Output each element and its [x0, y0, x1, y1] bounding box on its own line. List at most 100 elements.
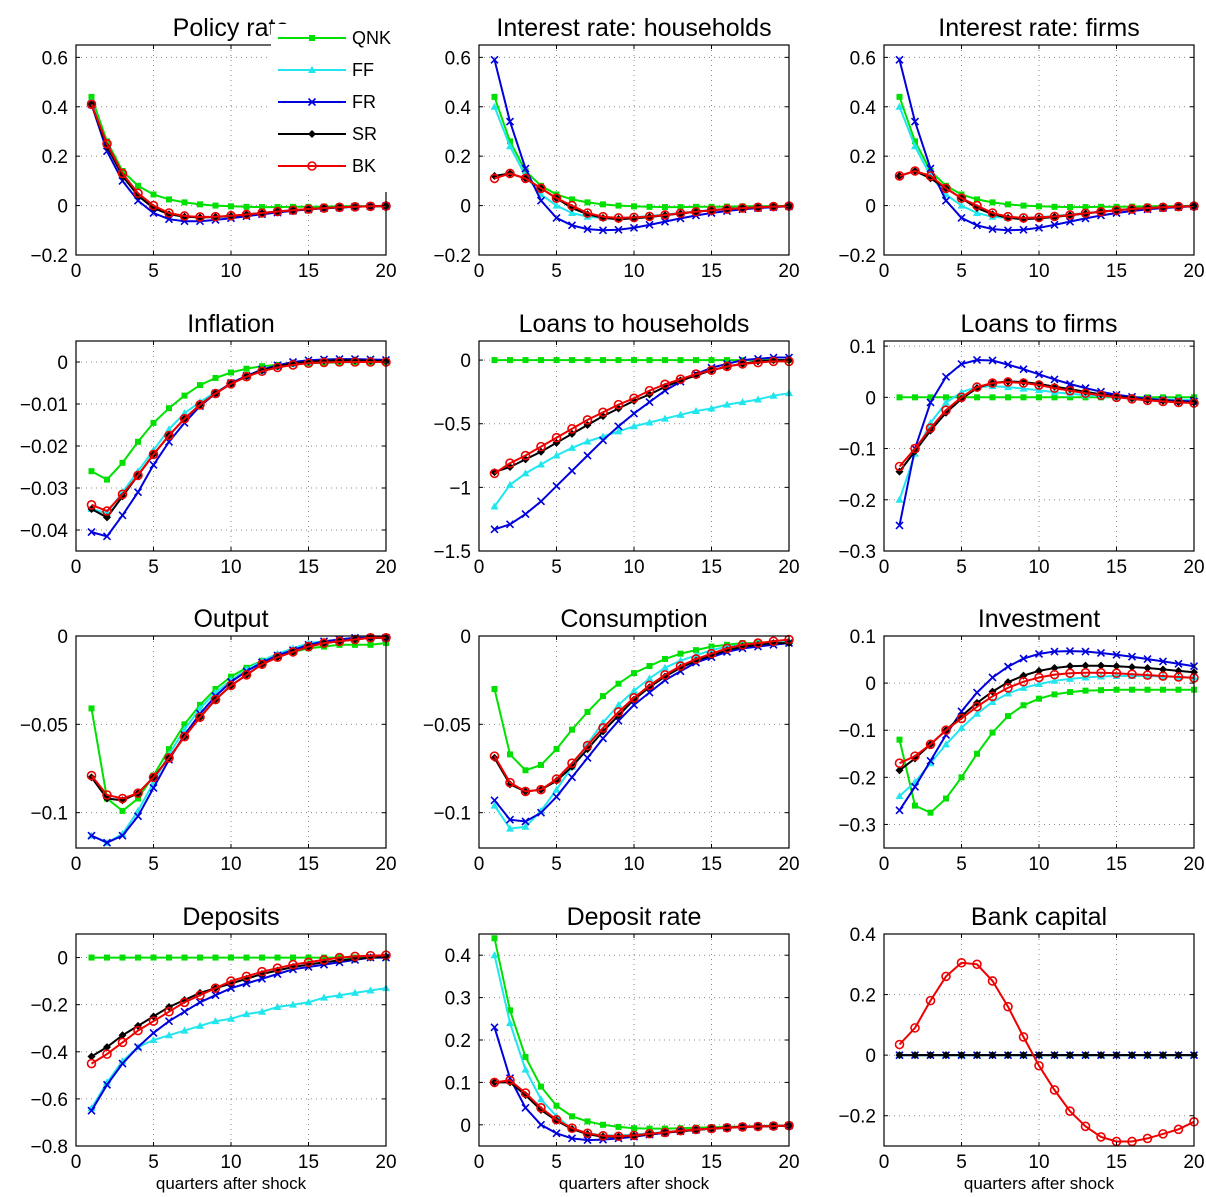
subplot-title: Loans to households	[519, 310, 750, 338]
data-point-bk	[1065, 210, 1075, 220]
data-point-bk	[257, 208, 267, 218]
data-point-bk	[972, 382, 982, 392]
data-point-fr	[552, 482, 561, 491]
subplot-9: 0 5 10 15 20 −0.3 −0.2 −0.1 0 0.1 Investment	[838, 605, 1204, 875]
y-tick-label: −0.4	[30, 1043, 68, 1064]
data-point-bk	[941, 971, 951, 982]
data-point-bk	[1127, 669, 1137, 679]
data-point-bk	[910, 443, 920, 454]
data-point-ff	[335, 991, 344, 999]
y-tick-label: 0	[460, 1116, 471, 1137]
data-point-fr	[490, 796, 499, 805]
data-point-ff	[165, 1031, 173, 1039]
data-point-ff	[366, 986, 375, 994]
data-point-sr	[895, 171, 904, 180]
data-point-bk	[629, 693, 639, 703]
data-point-bk	[1049, 383, 1060, 393]
series-line-ff	[898, 675, 1195, 797]
data-point-ff	[942, 740, 950, 748]
y-tick-label: −0.2	[838, 768, 876, 789]
data-point-qnk	[135, 954, 141, 961]
data-point-fr	[1174, 659, 1183, 668]
data-point-bk	[148, 1016, 159, 1026]
data-point-fr	[536, 497, 546, 506]
data-point-bk	[179, 211, 190, 221]
data-point-qnk	[290, 954, 296, 961]
data-point-bk	[660, 379, 670, 390]
x-axis-label: quarters after shock	[964, 1174, 1115, 1193]
data-point-qnk	[646, 1125, 653, 1132]
data-point-bk	[894, 1039, 905, 1050]
legend-box	[271, 24, 389, 192]
data-point-fr	[598, 226, 608, 235]
data-point-bk	[117, 1037, 128, 1048]
data-point-bk	[1049, 211, 1060, 222]
data-point-qnk	[181, 954, 188, 961]
data-point-bk	[133, 470, 143, 481]
data-point-ff	[942, 398, 950, 406]
x-tick-label: 10	[220, 854, 241, 875]
data-point-sr	[1066, 1051, 1074, 1060]
data-point-qnk	[522, 357, 529, 364]
data-point-bk	[722, 361, 732, 372]
data-point-fr	[910, 782, 920, 791]
data-point-fr	[490, 525, 499, 534]
data-point-qnk	[166, 196, 172, 203]
subplot-title: Deposits	[182, 903, 279, 931]
series-line-sr	[90, 955, 387, 1058]
data-point-qnk	[974, 196, 980, 203]
data-point-qnk	[119, 168, 126, 174]
x-tick-label: 10	[1028, 854, 1049, 875]
data-point-ff	[957, 201, 966, 209]
data-point-ff	[304, 998, 313, 1006]
data-point-ff	[988, 697, 997, 705]
data-point-qnk	[538, 1083, 544, 1090]
data-point-qnk	[228, 369, 234, 376]
data-point-bk	[691, 654, 701, 664]
x-tick-label: 5	[551, 854, 562, 875]
data-point-bk	[1111, 205, 1122, 216]
data-point-fr	[614, 422, 623, 431]
data-point-ff	[552, 785, 561, 793]
data-point-qnk	[243, 954, 250, 961]
data-point-qnk	[631, 670, 637, 677]
data-point-fr	[972, 355, 982, 365]
subplot-title: Bank capital	[971, 903, 1107, 931]
data-point-qnk	[119, 807, 126, 814]
x-tick-label: 15	[298, 1152, 319, 1173]
data-point-qnk	[1113, 686, 1120, 693]
data-point-bk	[257, 366, 267, 377]
x-tick-label: 20	[778, 854, 799, 875]
y-tick-label: 0	[460, 627, 471, 648]
data-point-bk	[660, 210, 670, 220]
x-tick-label: 5	[956, 1152, 967, 1173]
data-point-qnk	[677, 357, 684, 364]
data-point-bk	[1018, 676, 1029, 687]
data-point-fr	[895, 55, 904, 64]
y-tick-label: 0.4	[445, 98, 472, 119]
data-point-qnk	[1098, 203, 1104, 210]
data-point-fr	[505, 815, 515, 824]
data-point-bk	[894, 758, 905, 769]
y-tick-label: −0.2	[30, 246, 68, 267]
y-tick-label: −0.2	[838, 491, 876, 512]
data-point-bk	[1018, 213, 1029, 223]
series-line-ff	[493, 392, 790, 508]
y-tick-label: −0.1	[433, 804, 471, 825]
data-point-fr	[645, 220, 654, 229]
data-point-qnk	[1067, 204, 1073, 211]
data-point-bk	[133, 1025, 143, 1036]
data-point-qnk	[912, 138, 918, 145]
data-point-qnk	[1051, 203, 1058, 210]
series-line-bk	[899, 671, 1195, 765]
data-point-qnk	[1082, 687, 1089, 694]
data-point-qnk	[615, 202, 622, 209]
data-point-bk	[226, 379, 236, 389]
data-point-qnk	[646, 357, 653, 364]
data-point-bk	[1158, 1129, 1168, 1139]
data-point-bk	[102, 139, 112, 149]
y-tick-label: 0.2	[42, 147, 68, 168]
data-point-sr	[1112, 1051, 1121, 1060]
data-point-qnk	[646, 663, 653, 670]
x-tick-label: 15	[1106, 557, 1127, 578]
